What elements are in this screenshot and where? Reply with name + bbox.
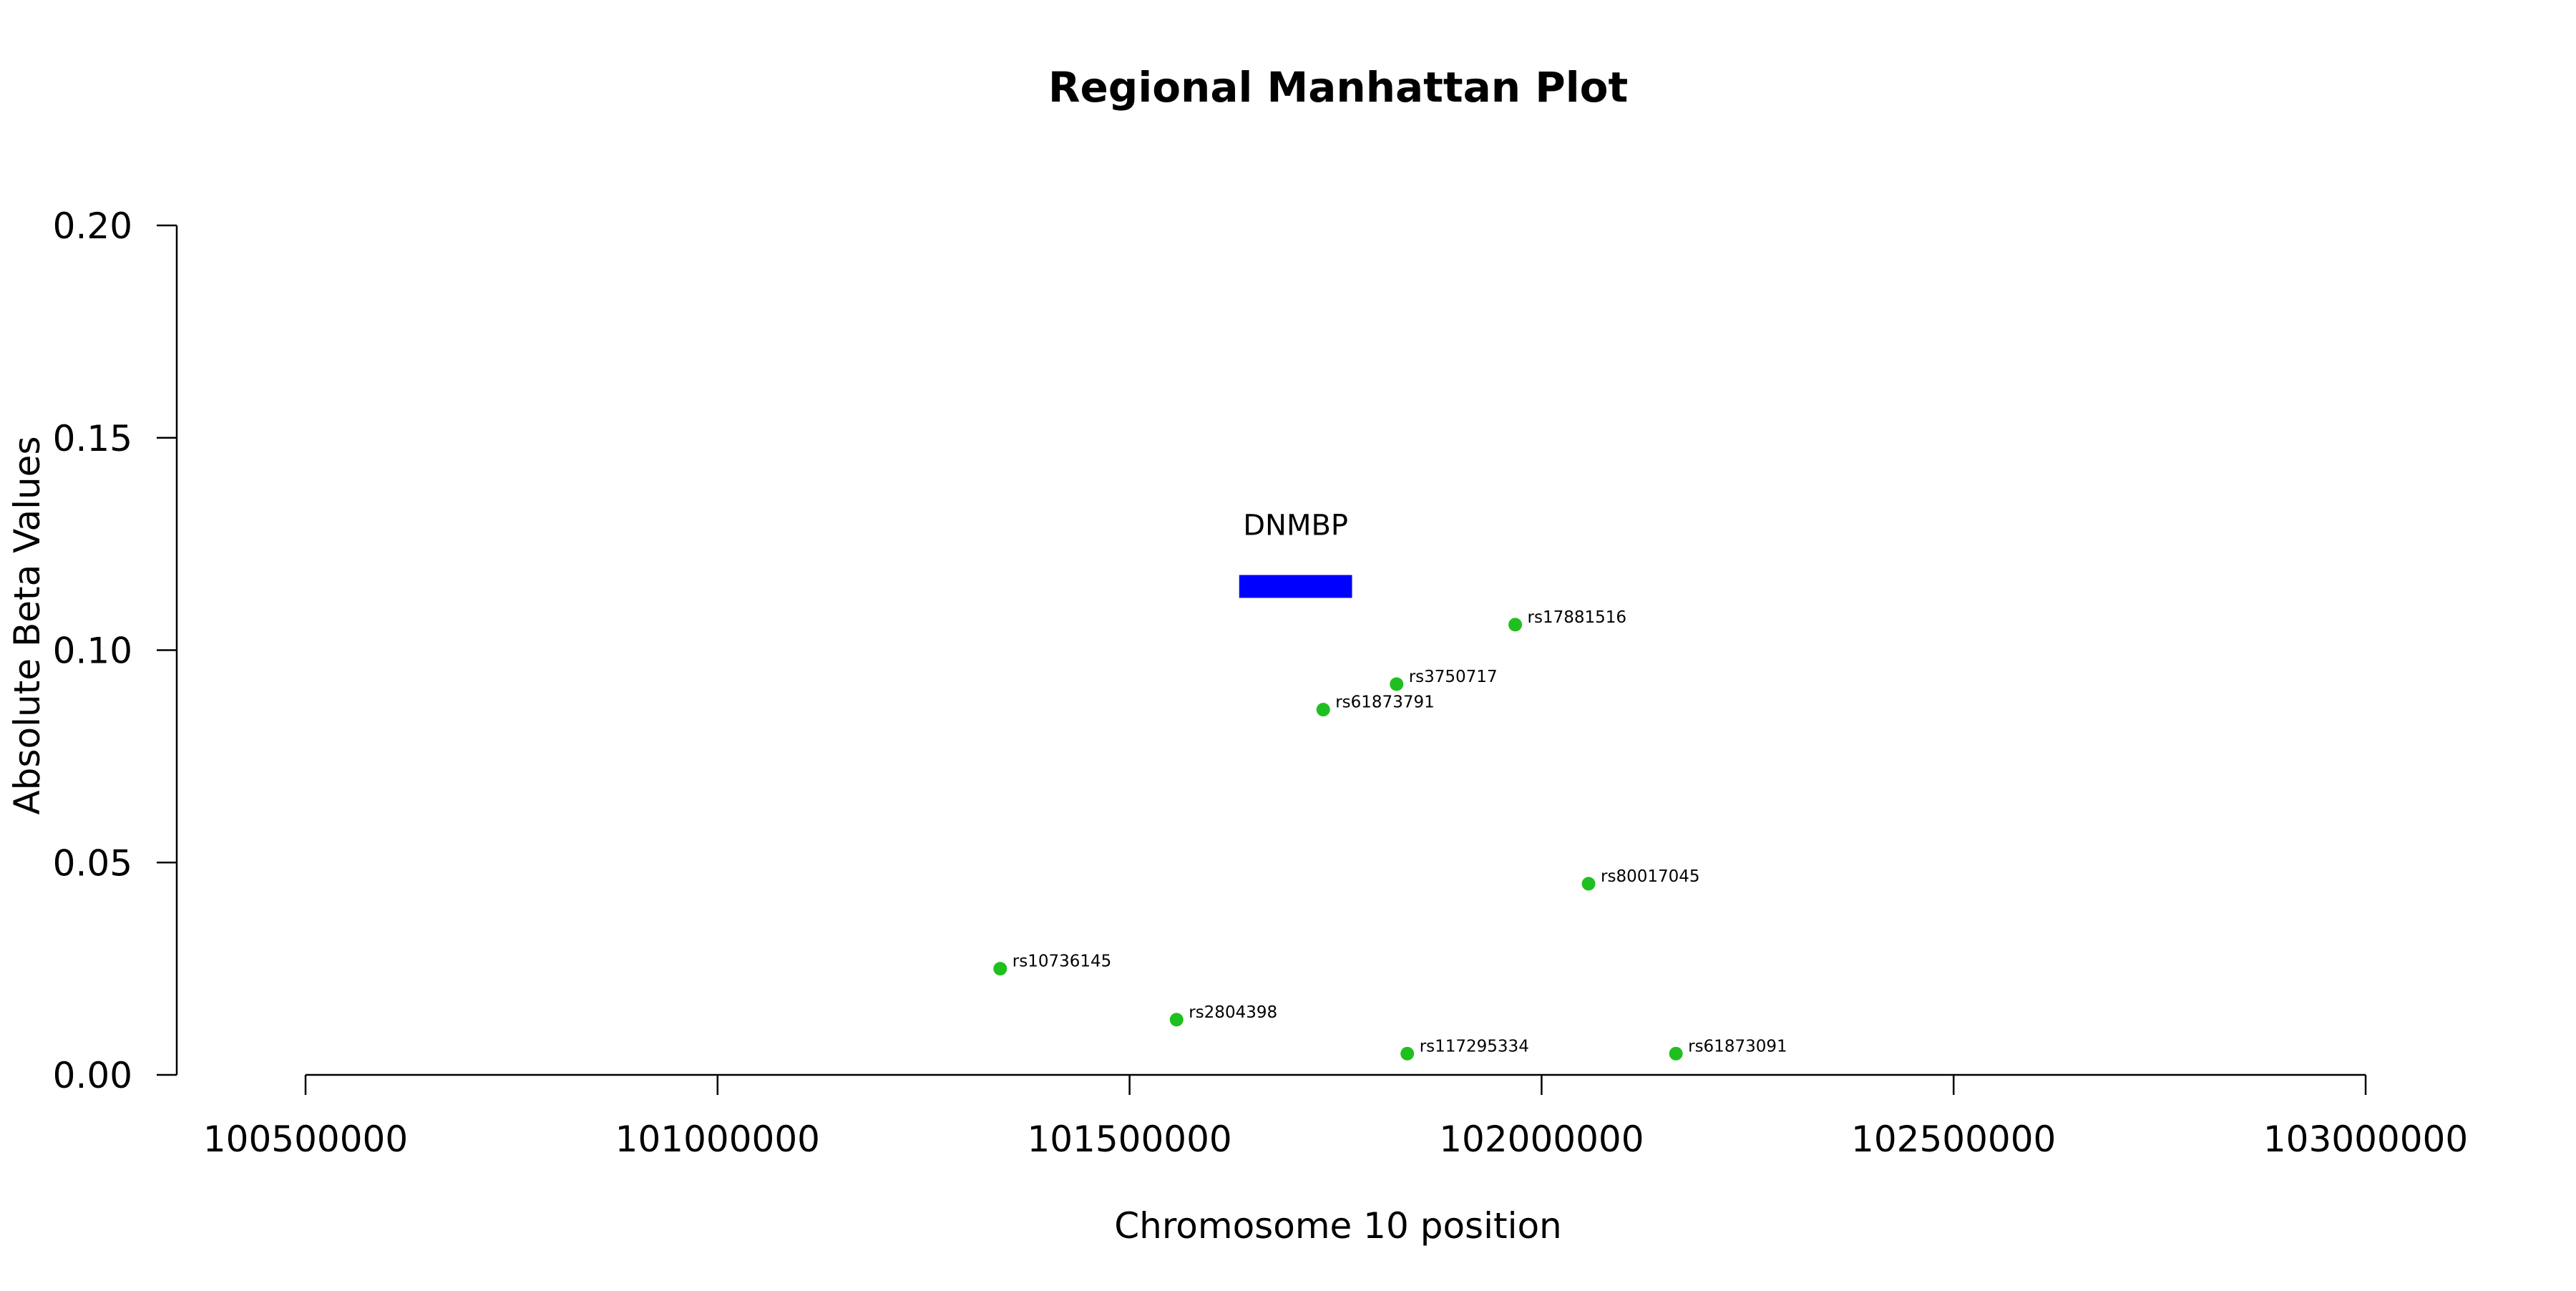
x-tick-label: 101000000 <box>615 1119 820 1160</box>
snp-label: rs80017045 <box>1601 867 1700 886</box>
y-tick-label: 0.20 <box>53 205 132 247</box>
x-tick-label: 102000000 <box>1439 1119 1644 1160</box>
y-tick-label: 0.05 <box>53 842 132 884</box>
snp-point <box>993 962 1008 976</box>
snp-point <box>1390 677 1404 691</box>
snp-point <box>1316 703 1330 717</box>
x-tick-label: 103000000 <box>2263 1119 2468 1160</box>
snp-label: rs10736145 <box>1013 953 1112 971</box>
axes: 0.00 0.05 0.10 0.15 0.20 100500000 101000000 10… <box>53 205 2468 1160</box>
snp-point <box>1508 618 1523 632</box>
data-points: rs10736145 rs2804398 rs61873791 rs3750717 rs… <box>993 608 1787 1061</box>
snp-point <box>1400 1046 1415 1061</box>
y-tick-label: 0.10 <box>53 630 132 672</box>
gene-bar <box>1239 575 1352 598</box>
gene-track: DNMBP <box>1239 509 1352 598</box>
snp-label: rs2804398 <box>1189 1003 1277 1022</box>
x-tick-label: 102500000 <box>1851 1119 2056 1160</box>
chart-title: Regional Manhattan Plot <box>1048 63 1628 112</box>
snp-label: rs17881516 <box>1528 608 1627 627</box>
snp-label: rs61873091 <box>1688 1037 1787 1056</box>
gene-label: DNMBP <box>1243 509 1348 542</box>
snp-label: rs117295334 <box>1420 1037 1529 1056</box>
snp-label: rs3750717 <box>1409 668 1498 686</box>
y-axis-label: Absolute Beta Values <box>6 437 48 815</box>
snp-point <box>1169 1013 1184 1027</box>
x-tick-label: 101500000 <box>1027 1119 1231 1160</box>
x-axis-label: Chromosome 10 position <box>1114 1205 1562 1247</box>
x-tick-label: 100500000 <box>203 1119 408 1160</box>
snp-label: rs61873791 <box>1335 693 1435 712</box>
snp-point <box>1581 877 1596 891</box>
y-tick-label: 0.15 <box>53 418 132 459</box>
y-tick-label: 0.00 <box>53 1055 132 1096</box>
snp-point <box>1669 1046 1683 1061</box>
